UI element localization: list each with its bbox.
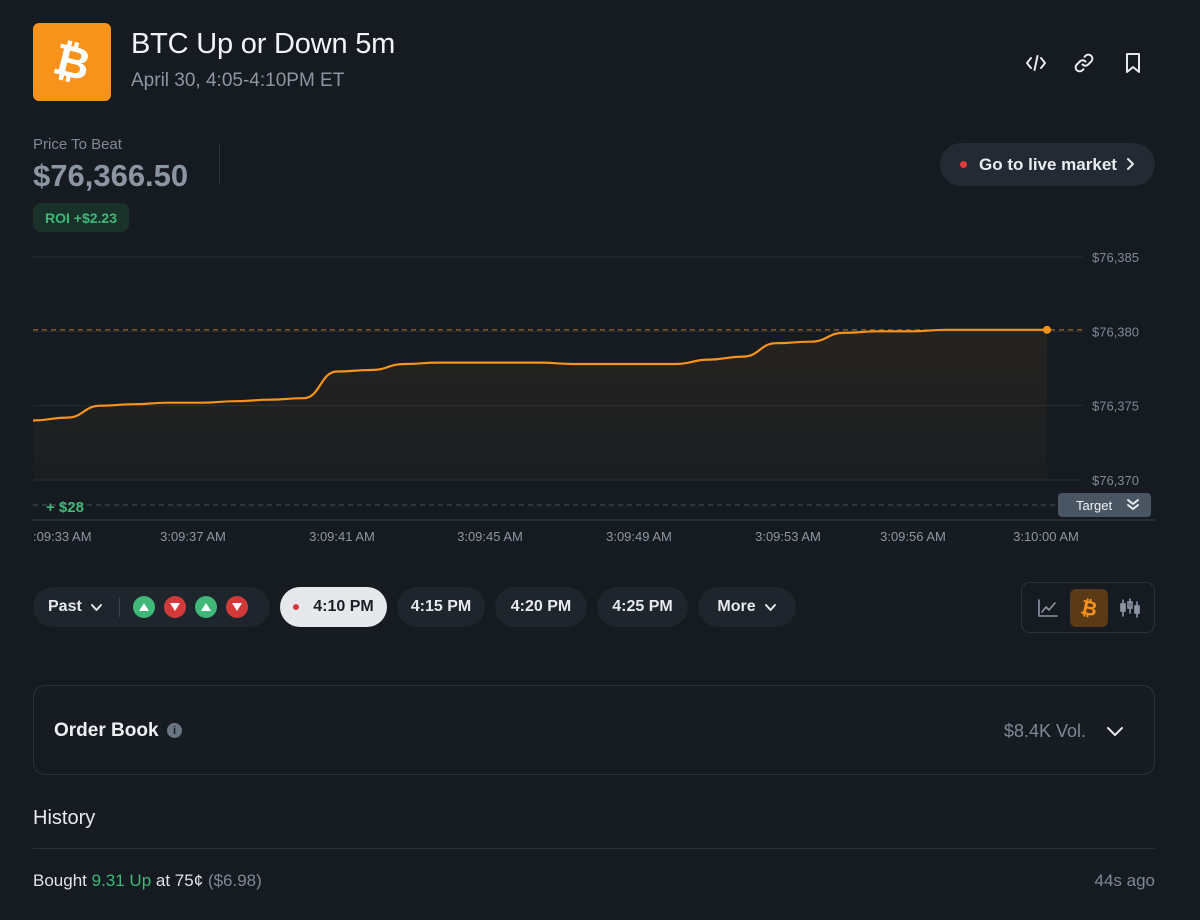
target-tag[interactable]: Target <box>1058 493 1151 517</box>
target-label: Target <box>1076 497 1113 513</box>
bitcoin-icon[interactable]: ₿ <box>1070 588 1108 627</box>
chevron-down-icon <box>764 603 776 611</box>
past-outcome-up-icon[interactable] <box>194 596 217 618</box>
time-pill-label: 4:20 PM <box>510 598 572 615</box>
link-icon[interactable] <box>1069 48 1099 78</box>
order-book-volume: $8.4K Vol. <box>1003 721 1086 741</box>
history-price: at 75¢ <box>155 871 204 890</box>
last-price-dot <box>1043 325 1051 334</box>
x-tick-label: :09:33 AM <box>33 529 92 544</box>
time-pill-label: 4:10 PM <box>313 598 374 615</box>
price-chart[interactable]: $76,385 $76,380 $76,375 $76,370 :09:33 AM 3:… <box>0 240 1200 560</box>
past-outcome-down-icon[interactable] <box>163 596 186 618</box>
history-shares: 9.31 Up <box>91 871 152 890</box>
x-tick-label: 3:09:41 AM <box>309 529 375 544</box>
svg-text:₿: ₿ <box>49 39 95 85</box>
divider <box>33 848 1155 849</box>
order-book-panel[interactable]: Order Book i $8.4K Vol. <box>33 685 1155 775</box>
market-logo: ₿ <box>33 23 111 101</box>
past-dropdown[interactable]: Past <box>48 598 103 616</box>
svg-text:₿: ₿ <box>1079 597 1099 619</box>
chevron-down-icon[interactable] <box>1106 722 1124 740</box>
price-area <box>33 329 1047 480</box>
y-tick-label: $76,370 <box>1092 473 1139 488</box>
time-pill-label: 4:25 PM <box>612 598 673 615</box>
time-pill-4-25[interactable]: 4:25 PM <box>597 587 688 627</box>
line-chart-icon[interactable] <box>1029 589 1067 627</box>
candlestick-icon[interactable] <box>1111 589 1149 627</box>
price-to-beat-value: $76,366.50 <box>33 158 189 193</box>
more-label: More <box>717 598 756 615</box>
x-tick-label: 3:09:56 AM <box>880 529 946 544</box>
live-dot-icon <box>293 604 300 610</box>
divider <box>219 144 220 184</box>
y-tick-label: $76,385 <box>1092 250 1139 265</box>
order-book-title: Order Book <box>54 720 159 741</box>
x-tick-label: 3:09:45 AM <box>457 529 523 544</box>
live-dot-icon <box>960 161 967 168</box>
past-outcome-up-icon[interactable] <box>132 596 155 618</box>
info-icon[interactable]: i <box>167 723 182 738</box>
x-tick-label: 3:09:53 AM <box>755 529 821 544</box>
chart-view-toggle: ₿ <box>1021 582 1155 633</box>
chevron-down-icon <box>90 603 102 611</box>
time-pill-4-20[interactable]: 4:20 PM <box>495 587 587 627</box>
double-chevron-down-icon <box>1127 499 1139 510</box>
history-cost: ($6.98) <box>207 871 262 890</box>
x-tick-label: 3:09:49 AM <box>606 529 672 544</box>
x-tick-label: 3:09:37 AM <box>160 529 226 544</box>
time-pill-label: 4:15 PM <box>410 598 472 615</box>
roi-badge: ROI +$2.23 <box>33 203 129 232</box>
go-to-live-market-button[interactable]: Go to live market <box>940 143 1155 186</box>
x-tick-label: 3:10:00 AM <box>1013 529 1079 544</box>
history-time: 44s ago <box>1094 871 1156 890</box>
past-outcome-down-icon[interactable] <box>225 596 248 618</box>
past-label: Past <box>48 598 82 615</box>
market-subtitle: April 30, 4:05-4:10PM ET <box>131 70 345 91</box>
bookmark-icon[interactable] <box>1118 48 1148 78</box>
history-action: Bought <box>33 871 87 890</box>
target-delta-label: + $28 <box>46 499 84 516</box>
bitcoin-icon: ₿ <box>49 39 95 85</box>
embed-code-icon[interactable] <box>1021 48 1051 78</box>
time-pill-4-10[interactable]: 4:10 PM <box>280 587 387 627</box>
time-pill-4-15[interactable]: 4:15 PM <box>397 587 485 627</box>
price-to-beat-label: Price To Beat <box>33 136 122 153</box>
market-title: BTC Up or Down 5m <box>131 28 396 60</box>
past-markets-group: Past <box>33 587 270 627</box>
history-title: History <box>33 807 96 829</box>
y-tick-label: $76,380 <box>1092 324 1139 339</box>
separator <box>118 597 120 617</box>
more-dropdown[interactable]: More <box>698 587 796 627</box>
price-line <box>32 328 1047 422</box>
history-row: Bought 9.31 Up at 75¢ ($6.98) <box>33 871 262 891</box>
live-market-label: Go to live market <box>979 154 1117 174</box>
y-tick-label: $76,375 <box>1092 399 1139 414</box>
chevron-right-icon <box>1127 158 1134 170</box>
